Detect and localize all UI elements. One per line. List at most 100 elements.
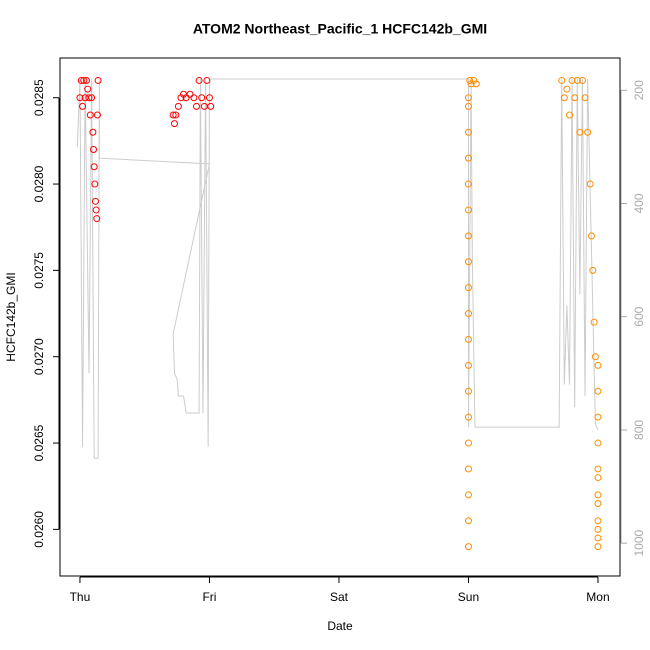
data-point (91, 197, 99, 205)
data-point (466, 76, 474, 84)
data-point (94, 76, 102, 84)
x-tick-label: Sun (458, 590, 479, 604)
data-point (590, 318, 598, 326)
x-tick-label: Mon (586, 590, 609, 604)
data-point (586, 180, 594, 188)
data-point (594, 474, 602, 482)
x-tick-label: Sat (330, 590, 349, 604)
y2-tick-label: 1000 (632, 529, 646, 556)
data-point (464, 491, 472, 499)
data-point (182, 94, 190, 102)
data-point (594, 491, 602, 499)
data-point (464, 465, 472, 473)
data-point (195, 76, 203, 84)
data-point (92, 206, 100, 214)
data-point (205, 94, 213, 102)
data-point (190, 94, 198, 102)
data-point (594, 534, 602, 542)
y2-tick-label: 600 (632, 306, 646, 326)
y-tick-label: 0.0275 (32, 252, 46, 289)
data-point (588, 232, 596, 240)
data-point (172, 111, 180, 119)
data-point (464, 543, 472, 551)
data-point (174, 102, 182, 110)
data-point (594, 499, 602, 507)
y2-tick-label: 800 (632, 420, 646, 440)
data-point (170, 120, 178, 128)
data-point (193, 102, 201, 110)
x-tick-label: Thu (70, 590, 91, 604)
data-point (573, 76, 581, 84)
data-point (464, 258, 472, 266)
data-point (76, 94, 84, 102)
data-point (80, 76, 88, 84)
data-point (584, 128, 592, 136)
data-point (594, 517, 602, 525)
data-point (581, 94, 589, 102)
y-tick-label: 0.0280 (32, 165, 46, 202)
data-point (594, 361, 602, 369)
y-tick-label: 0.0265 (32, 424, 46, 461)
data-point (558, 76, 566, 84)
data-point (91, 180, 99, 188)
x-axis-label: Date (327, 619, 353, 633)
data-point (591, 353, 599, 361)
x-tick-label: Fri (202, 590, 216, 604)
data-point (93, 215, 101, 223)
y2-tick-label: 200 (632, 80, 646, 100)
data-point (464, 206, 472, 214)
data-point (207, 102, 215, 110)
data-point (571, 94, 579, 102)
data-point (79, 102, 87, 110)
data-point (594, 465, 602, 473)
data-point (84, 85, 92, 93)
data-point (90, 146, 98, 154)
data-point (86, 111, 94, 119)
data-point (464, 335, 472, 343)
data-point (464, 284, 472, 292)
y2-tick-label: 400 (632, 193, 646, 213)
data-point (464, 94, 472, 102)
data-point (464, 128, 472, 136)
y-axis-label: HCFC142b_GMI (4, 272, 18, 361)
y-tick-label: 0.0260 (32, 511, 46, 548)
data-point (560, 94, 568, 102)
data-point (464, 439, 472, 447)
data-point (594, 413, 602, 421)
data-point (464, 102, 472, 110)
data-point (472, 80, 480, 88)
data-point (563, 85, 571, 93)
pressure-line (76, 78, 599, 459)
data-point (93, 111, 101, 119)
data-point (594, 387, 602, 395)
data-point (464, 387, 472, 395)
y-tick-label: 0.0270 (32, 338, 46, 375)
data-point (464, 232, 472, 240)
data-point (77, 76, 85, 84)
data-point (464, 361, 472, 369)
data-point (589, 266, 597, 274)
data-point (594, 543, 602, 551)
data-point (578, 76, 586, 84)
data-point (90, 163, 98, 171)
data-point (568, 76, 576, 84)
data-point (576, 128, 584, 136)
chart-title: ATOM2 Northeast_Pacific_1 HCFC142b_GMI (193, 21, 487, 37)
data-point (85, 94, 93, 102)
data-point (88, 94, 96, 102)
data-point (89, 128, 97, 136)
data-point (82, 76, 90, 84)
data-point (464, 517, 472, 525)
data-point (594, 439, 602, 447)
data-point (464, 310, 472, 318)
data-point (198, 94, 206, 102)
data-point (464, 154, 472, 162)
data-point (169, 111, 177, 119)
y-tick-label: 0.0285 (32, 79, 46, 116)
data-point (464, 413, 472, 421)
plot-box (59, 57, 621, 577)
data-point (186, 90, 194, 98)
data-point (464, 180, 472, 188)
